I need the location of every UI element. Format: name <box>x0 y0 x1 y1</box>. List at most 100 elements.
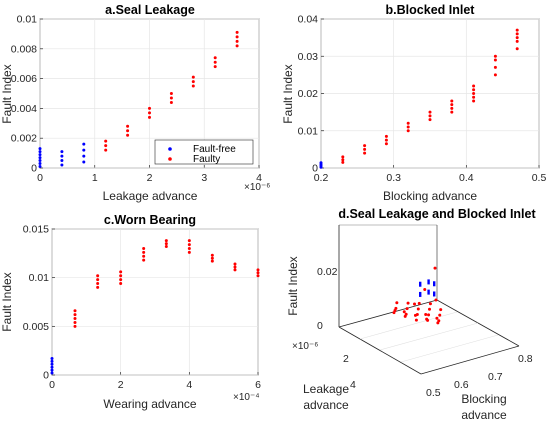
point-faulty <box>213 56 217 60</box>
y-tick-label: 4 <box>350 379 356 391</box>
point-faulty <box>119 270 123 274</box>
y-tick-label: 0.01 <box>17 14 38 26</box>
x-axis-exponent: ×10⁻⁶ <box>244 182 270 193</box>
y-axis-exponent: ×10⁻⁶ <box>292 341 318 352</box>
x-tick-label: 2 <box>147 172 153 184</box>
y-axis-label: Fault Index <box>281 64 295 123</box>
point-faulty <box>126 124 130 128</box>
point-faulty <box>413 302 416 306</box>
y-tick-label: 0.04 <box>298 14 319 26</box>
point-faulty <box>148 106 151 110</box>
data-points <box>319 28 519 169</box>
point-fault-free <box>38 150 42 154</box>
point-faulty <box>142 258 146 262</box>
point-faulty <box>233 265 237 269</box>
point-faulty <box>187 239 191 243</box>
point-faulty <box>142 250 146 254</box>
point-faulty <box>434 298 438 302</box>
legend-label-faulty: Faulty <box>193 154 220 165</box>
point-faulty <box>210 259 214 263</box>
point-faulty <box>187 246 191 250</box>
point-fault-free <box>60 159 64 163</box>
y-tick-label: 0.002 <box>11 133 37 145</box>
x-tick-label: 0.2 <box>314 172 329 184</box>
point-fault-free <box>50 359 54 363</box>
point-fault-free <box>82 160 86 164</box>
point-faulty <box>363 147 367 151</box>
data-points <box>50 239 260 375</box>
point-fault-free <box>60 163 64 167</box>
point-faulty <box>439 308 443 312</box>
point-faulty <box>493 73 497 77</box>
point-faulty <box>450 99 454 103</box>
point-faulty <box>406 129 410 133</box>
point-faulty <box>104 148 108 152</box>
point-faulty <box>235 44 239 48</box>
x-tick-label: 4 <box>256 172 262 184</box>
y-axis-label-line1: Leakage <box>303 382 349 396</box>
y-axis-label-line2: advance <box>303 398 349 412</box>
point-fault-free <box>419 291 422 297</box>
x-tick-label: 3 <box>201 172 207 184</box>
point-faulty <box>164 242 168 246</box>
point-fault-free <box>50 368 54 372</box>
y-tick-label: 0.01 <box>29 272 50 284</box>
point-faulty <box>169 96 173 100</box>
point-faulty <box>119 282 123 286</box>
x-axis-exponent: ×10⁻⁴ <box>233 392 260 403</box>
point-faulty <box>126 133 130 137</box>
point-faulty <box>256 268 260 272</box>
point-fault-free <box>38 147 42 151</box>
point-faulty <box>73 317 77 321</box>
y-tick-label: 2 <box>343 353 349 365</box>
chart-seal-leakage-and-blocked-inlet: 0.02 0 2 4 0.5 0.6 0.7 0.8 d.Seal Leakag… <box>286 207 536 422</box>
point-faulty <box>191 80 195 84</box>
point-fault-free <box>427 279 430 285</box>
point-faulty <box>142 246 146 250</box>
y-tick-label: 0.006 <box>11 73 37 85</box>
y-tick-label: 0 <box>31 163 37 175</box>
point-faulty <box>428 118 432 122</box>
point-faulty <box>472 95 476 99</box>
point-faulty <box>428 302 432 306</box>
y-tick-label: 0.02 <box>298 88 319 100</box>
point-fault-free <box>60 154 64 158</box>
point-faulty <box>413 313 417 317</box>
point-faulty <box>213 65 217 69</box>
tick-labels: 0.2 0.3 0.4 0.5 0 0.01 0.02 0.03 0.04 <box>298 14 547 185</box>
point-faulty <box>414 318 418 322</box>
point-faulty <box>235 35 239 39</box>
y-tick-label: 0.015 <box>23 224 49 236</box>
x-axis-label: Wearing advance <box>103 397 196 411</box>
point-faulty <box>395 301 399 305</box>
floor-grid-1 <box>359 311 458 340</box>
point-fault-free <box>38 156 42 160</box>
point-fault-free <box>433 281 436 287</box>
point-faulty <box>428 110 432 114</box>
point-faulty <box>405 307 409 311</box>
y-tick-label: 0 <box>43 370 49 382</box>
point-faulty <box>233 262 237 266</box>
point-faulty <box>515 32 519 36</box>
z-tick-label: 0 <box>317 320 323 332</box>
point-faulty <box>417 301 421 305</box>
chart-worn-bearing: 0 2 4 6 0 0.005 0.01 0.015 c.Worn Bearing Weari… <box>0 213 261 411</box>
point-faulty <box>427 313 431 317</box>
chart-title: c.Worn Bearing <box>104 213 196 227</box>
point-faulty <box>472 88 476 92</box>
point-faulty <box>341 160 345 164</box>
point-faulty <box>450 106 454 110</box>
point-faulty <box>148 111 151 115</box>
point-faulty <box>96 274 100 278</box>
point-faulty <box>169 100 173 104</box>
legend-label-fault-free: Fault-free <box>193 144 236 155</box>
point-faulty <box>493 58 497 62</box>
point-fault-free <box>50 365 54 369</box>
x-tick-label: 0.3 <box>386 172 401 184</box>
point-faulty <box>450 110 454 114</box>
x-axis-label-line2: advance <box>461 408 507 422</box>
point-faulty <box>493 54 497 58</box>
point-faulty <box>435 316 439 320</box>
point-faulty <box>363 151 367 155</box>
chart-title: b.Blocked Inlet <box>386 3 476 17</box>
